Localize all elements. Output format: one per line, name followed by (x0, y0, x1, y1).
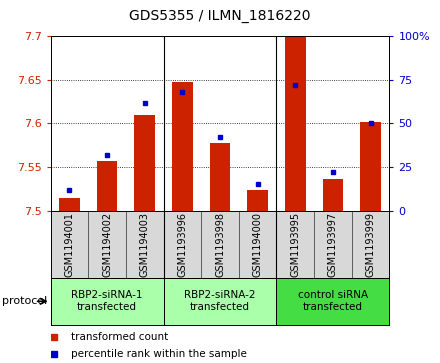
Bar (134, 115, 155, 211)
Text: GSM1194000: GSM1194000 (253, 212, 263, 277)
Text: GSM1194002: GSM1194002 (102, 212, 112, 277)
Text: percentile rank within the sample: percentile rank within the sample (71, 349, 247, 359)
Text: control siRNA
transfected: control siRNA transfected (298, 290, 368, 312)
Bar (285, 36, 306, 211)
Text: transformed count: transformed count (71, 332, 168, 342)
Text: GSM1194001: GSM1194001 (64, 212, 74, 277)
Bar (323, 179, 343, 211)
Bar (247, 189, 268, 211)
Text: GSM1193999: GSM1193999 (366, 212, 376, 277)
Text: GSM1193995: GSM1193995 (290, 212, 300, 277)
Bar (51, 278, 164, 325)
Text: GSM1193997: GSM1193997 (328, 212, 338, 277)
Bar (276, 278, 389, 325)
Text: GSM1194003: GSM1194003 (140, 212, 150, 277)
Bar (164, 278, 276, 325)
Bar (360, 122, 381, 211)
Text: GDS5355 / ILMN_1816220: GDS5355 / ILMN_1816220 (129, 9, 311, 23)
Bar (209, 143, 231, 211)
Bar (59, 198, 80, 211)
Text: RBP2-siRNA-1
transfected: RBP2-siRNA-1 transfected (71, 290, 143, 312)
Text: RBP2-siRNA-2
transfected: RBP2-siRNA-2 transfected (184, 290, 256, 312)
Bar (97, 161, 117, 211)
Text: protocol: protocol (2, 296, 48, 306)
Bar (172, 82, 193, 211)
Text: GSM1193996: GSM1193996 (177, 212, 187, 277)
Text: GSM1193998: GSM1193998 (215, 212, 225, 277)
